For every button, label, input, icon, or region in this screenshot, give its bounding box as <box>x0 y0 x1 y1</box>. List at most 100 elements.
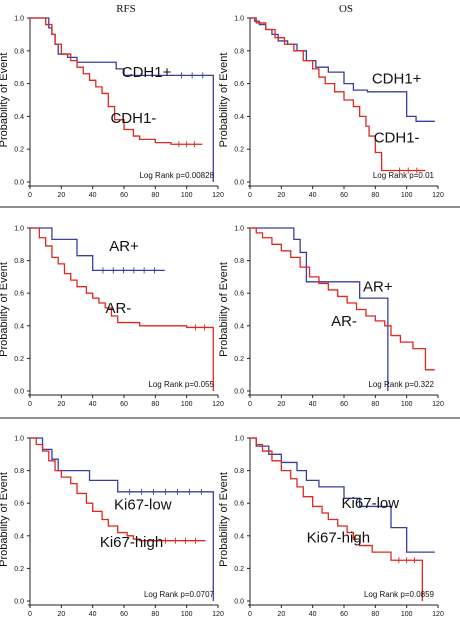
y-tick-label: 0.2 <box>234 356 244 363</box>
y-tick-label: 1.0 <box>234 226 244 233</box>
x-tick-label: 120 <box>212 611 224 618</box>
km-panel-2: 0 20 40 60 80 100 120 0.0 0.2 0.4 0.6 0.8 1.0 Probabi… <box>218 16 444 200</box>
y-tick-label: 0.4 <box>234 323 244 330</box>
y-tick-label: 0.4 <box>14 533 24 540</box>
y-axis-label: Probability of Event <box>218 472 230 567</box>
group-label: Ki67-low <box>342 495 400 512</box>
x-tick-label: 60 <box>120 192 128 199</box>
x-tick-label: 0 <box>28 401 32 408</box>
x-tick-label: 100 <box>181 401 193 408</box>
y-axis-label: Probability of Event <box>218 262 230 357</box>
y-tick-label: 1.0 <box>14 226 24 233</box>
y-tick-label: 0.6 <box>14 501 24 508</box>
y-tick-label: 0.6 <box>14 81 24 88</box>
y-tick-label: 0.0 <box>234 180 244 187</box>
y-tick-label: 0.6 <box>234 81 244 88</box>
y-tick-label: 0.6 <box>14 291 24 298</box>
column-title-os: OS <box>339 3 353 15</box>
x-tick-label: 60 <box>120 401 128 408</box>
x-tick-label: 100 <box>401 192 413 199</box>
x-tick-label: 60 <box>340 611 348 618</box>
log-rank-annotation: Log Rank p=0.055 <box>148 380 214 389</box>
x-tick-label: 20 <box>277 192 285 199</box>
x-tick-label: 80 <box>151 192 159 199</box>
y-tick-label: 1.0 <box>14 16 24 23</box>
series-line-negative <box>30 437 206 542</box>
x-tick-label: 20 <box>57 192 65 199</box>
x-tick-label: 60 <box>120 611 128 618</box>
km-panel-3: 0 20 40 60 80 100 120 0.0 0.2 0.4 0.6 0.8 1.0 Probabi… <box>0 226 224 409</box>
series-line-negative <box>250 227 435 371</box>
y-tick-label: 0.4 <box>14 323 24 330</box>
group-label: AR- <box>331 313 357 330</box>
y-tick-label: 0.0 <box>14 599 24 606</box>
series-line-positive <box>30 17 214 182</box>
log-rank-annotation: Log Rank p=0.0707 <box>144 590 215 599</box>
x-tick-label: 120 <box>432 401 444 408</box>
y-tick-label: 0.0 <box>14 180 24 187</box>
x-tick-label: 80 <box>371 611 379 618</box>
x-tick-label: 120 <box>212 192 224 199</box>
group-label: CDH1+ <box>372 71 422 88</box>
x-tick-label: 120 <box>432 192 444 199</box>
group-label: AR+ <box>363 279 393 296</box>
y-tick-label: 0.0 <box>14 389 24 396</box>
group-label: Ki67-low <box>114 497 172 514</box>
x-tick-label: 80 <box>151 401 159 408</box>
y-axis-label: Probability of Event <box>0 53 10 148</box>
column-title-rfs: RFS <box>116 3 136 15</box>
x-tick-label: 80 <box>151 611 159 618</box>
x-tick-label: 100 <box>181 611 193 618</box>
x-tick-label: 20 <box>277 611 285 618</box>
x-tick-label: 0 <box>248 611 252 618</box>
y-tick-label: 0.6 <box>234 291 244 298</box>
x-tick-label: 40 <box>309 192 317 199</box>
series-line-negative <box>250 17 426 172</box>
km-panel-1: 0 20 40 60 80 100 120 0.0 0.2 0.4 0.6 0.8 1.0 Probabi… <box>0 16 224 200</box>
y-axis-label: Probability of Event <box>0 262 10 357</box>
series-line-positive <box>250 437 435 553</box>
y-tick-label: 0.2 <box>14 147 24 154</box>
km-panel-6: 0 20 40 60 80 100 120 0.0 0.2 0.4 0.6 0.8 1.0 Probabi… <box>218 436 444 619</box>
y-tick-label: 0.4 <box>14 114 24 121</box>
x-tick-label: 20 <box>277 401 285 408</box>
x-tick-label: 0 <box>248 401 252 408</box>
y-tick-label: 0.8 <box>234 258 244 265</box>
x-tick-label: 100 <box>401 611 413 618</box>
x-tick-label: 0 <box>248 192 252 199</box>
series-line-negative <box>250 437 423 601</box>
panels: 0 20 40 60 80 100 120 0.0 0.2 0.4 0.6 0.8 1.0 Probabi… <box>0 16 444 619</box>
y-axis-label: Probability of Event <box>218 53 230 148</box>
x-tick-label: 40 <box>89 611 97 618</box>
y-tick-label: 1.0 <box>14 436 24 443</box>
x-tick-label: 80 <box>371 192 379 199</box>
group-label: AR- <box>105 300 131 317</box>
y-tick-label: 0.8 <box>14 48 24 55</box>
y-tick-label: 0.2 <box>14 566 24 573</box>
x-tick-label: 40 <box>309 611 317 618</box>
x-tick-label: 100 <box>181 192 193 199</box>
y-tick-label: 0.2 <box>14 356 24 363</box>
x-tick-label: 120 <box>432 611 444 618</box>
x-tick-label: 120 <box>212 401 224 408</box>
x-tick-label: 20 <box>57 611 65 618</box>
y-tick-label: 0.0 <box>234 599 244 606</box>
x-tick-label: 80 <box>371 401 379 408</box>
x-tick-label: 40 <box>89 192 97 199</box>
y-tick-label: 0.2 <box>234 147 244 154</box>
series-line-negative <box>30 17 203 145</box>
y-tick-label: 0.0 <box>234 389 244 396</box>
y-tick-label: 0.2 <box>234 566 244 573</box>
group-label: CDH1+ <box>122 64 172 81</box>
group-label: Ki67-high <box>307 529 370 546</box>
y-tick-label: 1.0 <box>234 16 244 23</box>
km-panel-5: 0 20 40 60 80 100 120 0.0 0.2 0.4 0.6 0.8 1.0 Probabi… <box>0 436 224 619</box>
km-panel-4: 0 20 40 60 80 100 120 0.0 0.2 0.4 0.6 0.8 1.0 Probabi… <box>218 226 444 409</box>
y-tick-label: 0.8 <box>14 468 24 475</box>
group-label: Ki67-high <box>100 534 163 551</box>
y-axis-label: Probability of Event <box>0 472 10 567</box>
y-tick-label: 0.8 <box>234 48 244 55</box>
y-tick-label: 0.6 <box>234 501 244 508</box>
x-tick-label: 60 <box>340 401 348 408</box>
